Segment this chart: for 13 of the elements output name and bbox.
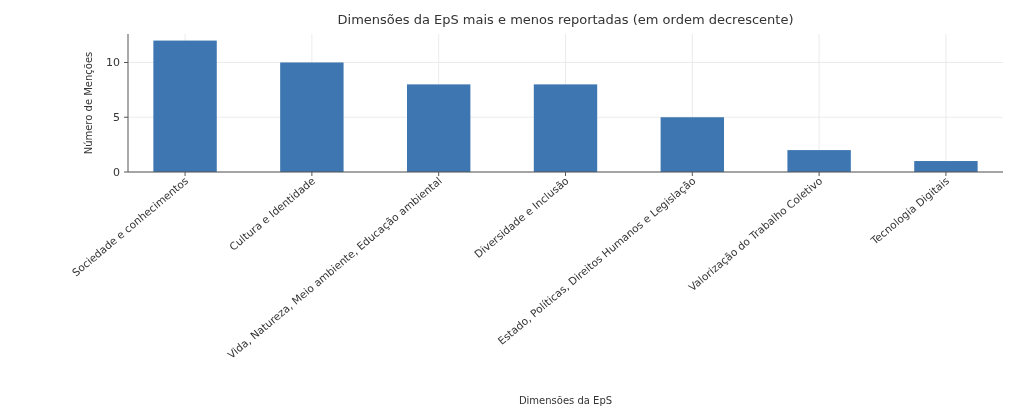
- y-tick-label: 10: [106, 56, 120, 70]
- y-axis-title: Número de Menções: [83, 51, 94, 155]
- y-tick-label: 5: [113, 111, 120, 125]
- bar: [533, 84, 598, 172]
- bar: [787, 150, 851, 172]
- bar: [406, 84, 471, 172]
- x-axis-title: Dimensões da EpS: [518, 395, 613, 406]
- bar: [914, 161, 978, 172]
- bar: [660, 117, 725, 172]
- chart-title: Dimensões da EpS mais e menos reportadas (em ordem decrescente): [337, 12, 794, 27]
- bar: [153, 40, 217, 172]
- bar: [280, 62, 344, 172]
- y-tick-label: 0: [113, 165, 120, 179]
